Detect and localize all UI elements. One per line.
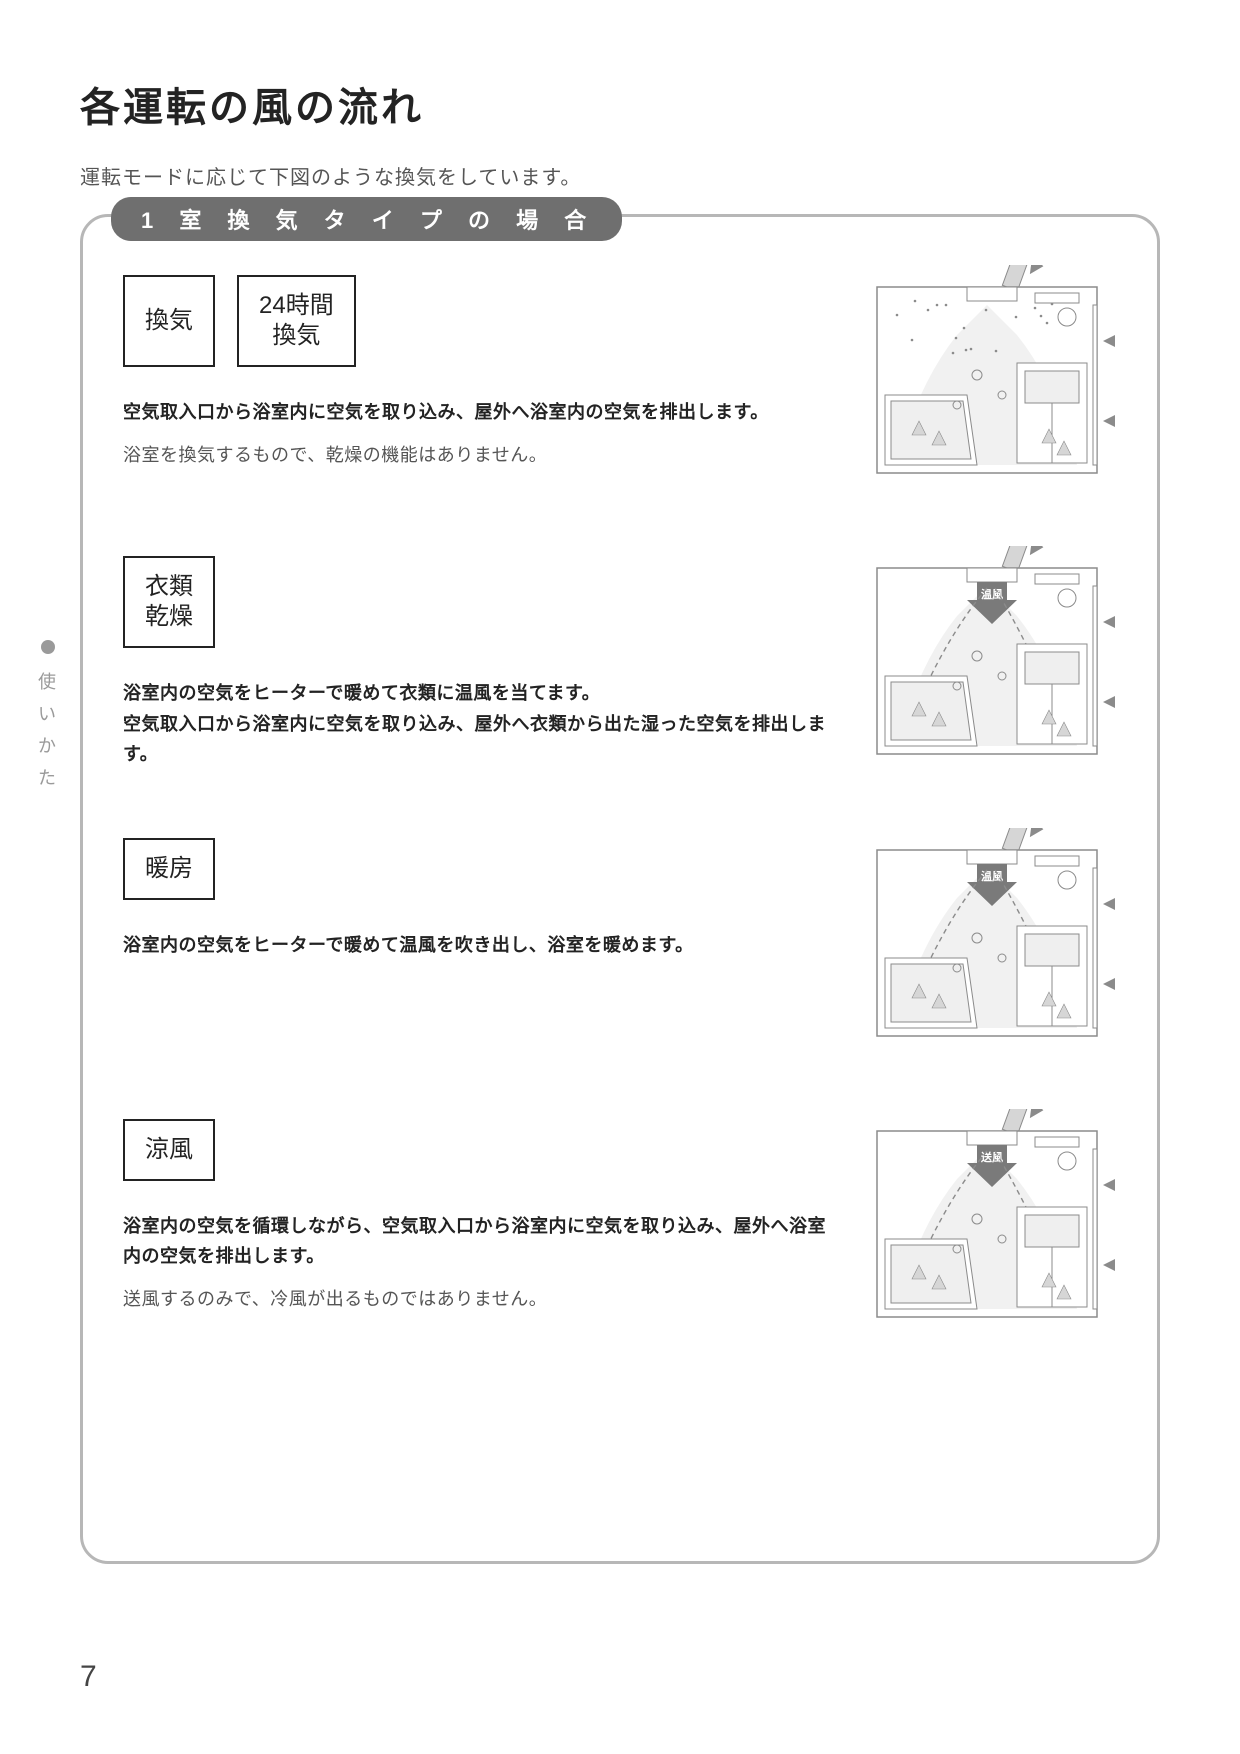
bathroom-diagram-icon bbox=[857, 265, 1117, 495]
mode-button: 暖房 bbox=[123, 838, 215, 900]
mode-button-label: 衣類乾燥 bbox=[145, 572, 193, 632]
mode-row: 換気 24時間換気空気取入口から浴室内に空気を取り込み、屋外へ浴室内の空気を排出し… bbox=[123, 265, 1117, 500]
svg-text:温風: 温風 bbox=[981, 869, 1003, 883]
mode-description-bold: 浴室内の空気をヒーターで暖めて衣類に温風を当てます。空気取入口から浴室内に空気を… bbox=[123, 678, 827, 770]
mode-button: 24時間換気 bbox=[237, 275, 356, 367]
svg-text:温風: 温風 bbox=[981, 587, 1003, 601]
mode-button-label: 涼風 bbox=[145, 1135, 193, 1165]
side-tab-char: 使 bbox=[38, 668, 58, 694]
side-tab-char: か bbox=[38, 732, 58, 758]
side-tab-char: い bbox=[38, 700, 58, 726]
bathroom-diagram-icon: 温風 bbox=[857, 828, 1117, 1058]
bathroom-diagram-icon: 温風 bbox=[857, 546, 1117, 776]
page-number: 7 bbox=[80, 1660, 97, 1694]
side-tab-char: た bbox=[38, 764, 58, 790]
mode-text-column: 衣類乾燥浴室内の空気をヒーターで暖めて衣類に温風を当てます。空気取入口から浴室内… bbox=[123, 546, 827, 782]
mode-button: 涼風 bbox=[123, 1119, 215, 1181]
mode-button: 換気 bbox=[123, 275, 215, 367]
mode-row: 暖房浴室内の空気をヒーターで暖めて温風を吹き出し、浴室を暖めます。 温風 bbox=[123, 828, 1117, 1063]
side-tab: 使 い か た bbox=[38, 640, 58, 790]
mode-illustration: 送風 bbox=[857, 1109, 1117, 1344]
mode-row: 衣類乾燥浴室内の空気をヒーターで暖めて衣類に温風を当てます。空気取入口から浴室内… bbox=[123, 546, 1117, 782]
mode-text-column: 涼風浴室内の空気を循環しながら、空気取入口から浴室内に空気を取り込み、屋外へ浴室… bbox=[123, 1109, 827, 1315]
mode-text-column: 暖房浴室内の空気をヒーターで暖めて温風を吹き出し、浴室を暖めます。 bbox=[123, 828, 827, 973]
mode-button-label: 暖房 bbox=[145, 854, 193, 884]
mode-button-group: 涼風 bbox=[123, 1119, 827, 1181]
mode-description-bold: 浴室内の空気を循環しながら、空気取入口から浴室内に空気を取り込み、屋外へ浴室内の… bbox=[123, 1211, 827, 1272]
section-box: 1 室 換 気 タ イ プ の 場 合 換気24時間換気空気取入口から浴室内に空… bbox=[80, 214, 1160, 1564]
mode-button-group: 衣類乾燥 bbox=[123, 556, 827, 648]
mode-description-note: 送風するのみで、冷風が出るものではありません。 bbox=[123, 1284, 827, 1315]
mode-text-column: 換気 24時間換気空気取入口から浴室内に空気を取り込み、屋外へ浴室内の空気を排出し… bbox=[123, 265, 827, 470]
mode-illustration: 温風 bbox=[857, 828, 1117, 1063]
mode-description-bold: 浴室内の空気をヒーターで暖めて温風を吹き出し、浴室を暖めます。 bbox=[123, 930, 827, 961]
page-title: 各運転の風の流れ bbox=[80, 75, 1160, 133]
mode-illustration bbox=[857, 265, 1117, 500]
side-dot-icon bbox=[41, 640, 55, 654]
mode-button-group: 暖房 bbox=[123, 838, 827, 900]
mode-row: 涼風浴室内の空気を循環しながら、空気取入口から浴室内に空気を取り込み、屋外へ浴室… bbox=[123, 1109, 1117, 1344]
mode-button: 衣類乾燥 bbox=[123, 556, 215, 648]
mode-button-label: 換気 bbox=[145, 306, 193, 336]
mode-description-bold: 空気取入口から浴室内に空気を取り込み、屋外へ浴室内の空気を排出します。 bbox=[123, 397, 827, 428]
mode-illustration: 温風 bbox=[857, 546, 1117, 781]
svg-text:送風: 送風 bbox=[980, 1150, 1003, 1164]
section-tab: 1 室 換 気 タ イ プ の 場 合 bbox=[111, 197, 622, 241]
bathroom-diagram-icon: 送風 bbox=[857, 1109, 1117, 1339]
mode-description-note: 浴室を換気するもので、乾燥の機能はありません。 bbox=[123, 440, 827, 471]
page-intro: 運転モードに応じて下図のような換気をしています。 bbox=[80, 161, 1160, 190]
mode-button-label: 24時間換気 bbox=[259, 291, 334, 351]
mode-button-group: 換気 24時間換気 bbox=[123, 275, 827, 367]
